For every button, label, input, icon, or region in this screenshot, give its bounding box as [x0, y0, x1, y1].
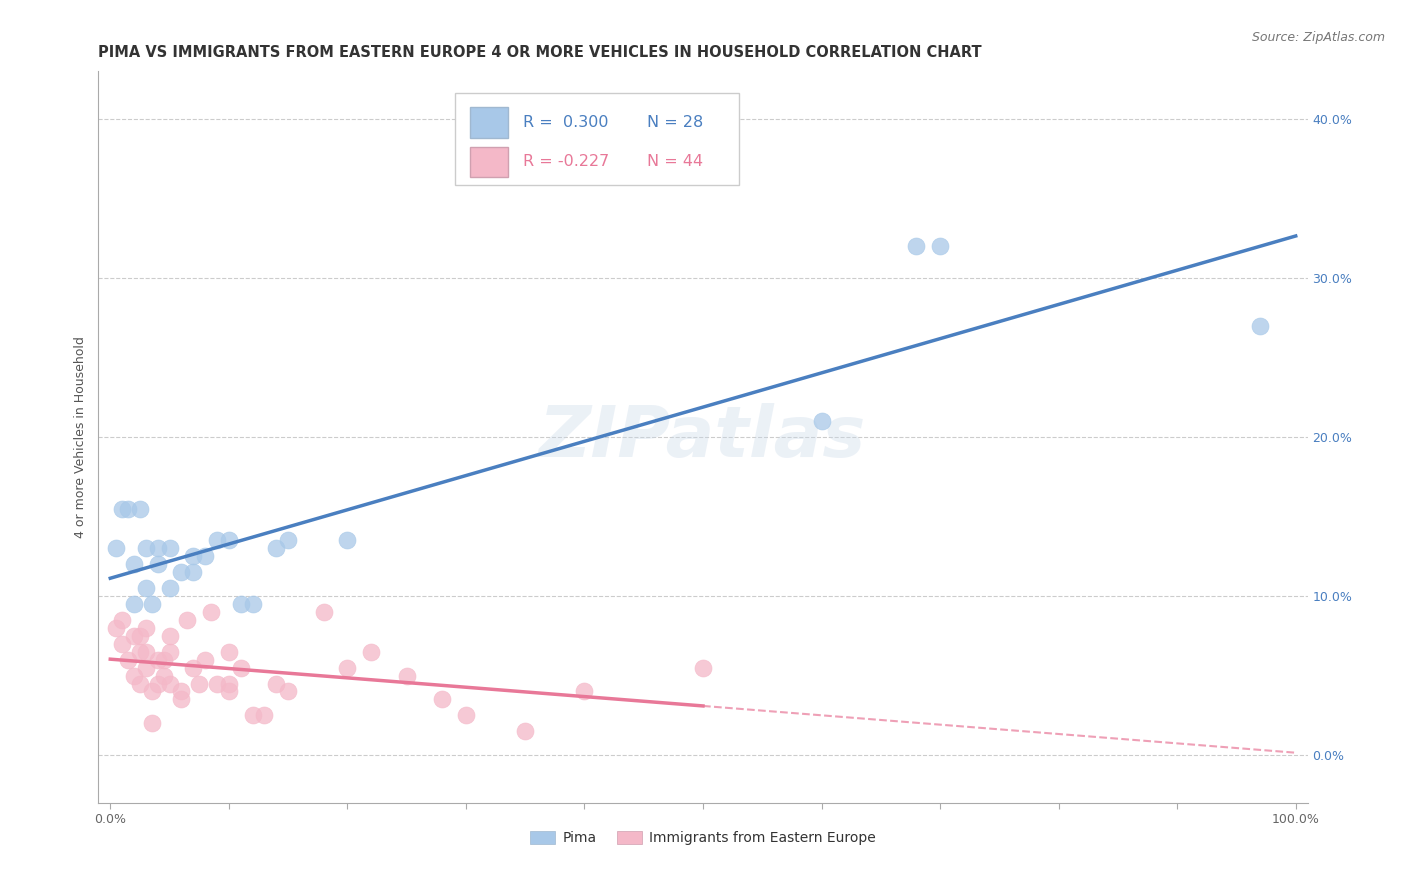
Point: [117, 653, 139, 667]
Point: [122, 558, 145, 572]
Point: [111, 637, 134, 651]
FancyBboxPatch shape: [456, 94, 740, 185]
Point: [135, 645, 157, 659]
Point: [135, 581, 157, 595]
Point: [277, 684, 299, 698]
Point: [111, 613, 134, 627]
Point: [181, 549, 204, 564]
Point: [159, 629, 181, 643]
Point: [205, 676, 228, 690]
Point: [242, 708, 264, 723]
Point: [135, 621, 157, 635]
Point: [111, 501, 134, 516]
Point: [129, 501, 152, 516]
Point: [122, 668, 145, 682]
Point: [129, 676, 152, 690]
Point: [277, 533, 299, 548]
Point: [105, 541, 128, 556]
Point: [170, 692, 193, 706]
Point: [810, 414, 832, 428]
Point: [129, 645, 152, 659]
Point: [105, 621, 128, 635]
Point: [181, 566, 204, 580]
Point: [229, 597, 252, 611]
Point: [336, 660, 359, 674]
Text: N = 44: N = 44: [647, 154, 703, 169]
Point: [264, 541, 287, 556]
Text: R = -0.227: R = -0.227: [523, 154, 609, 169]
Point: [194, 653, 217, 667]
Point: [312, 605, 335, 619]
Point: [218, 533, 240, 548]
Text: N = 28: N = 28: [647, 115, 703, 130]
Point: [152, 653, 174, 667]
Point: [905, 239, 928, 253]
Point: [432, 692, 454, 706]
Point: [194, 549, 217, 564]
Point: [929, 239, 952, 253]
Point: [152, 668, 174, 682]
Point: [146, 676, 169, 690]
Point: [188, 676, 211, 690]
Point: [170, 566, 193, 580]
Point: [141, 597, 163, 611]
Point: [129, 629, 152, 643]
Point: [159, 541, 181, 556]
Point: [242, 597, 264, 611]
Point: [692, 660, 714, 674]
FancyBboxPatch shape: [470, 146, 509, 178]
Point: [574, 684, 596, 698]
Y-axis label: 4 or more Vehicles in Household: 4 or more Vehicles in Household: [75, 336, 87, 538]
Point: [229, 660, 252, 674]
Point: [218, 645, 240, 659]
Text: PIMA VS IMMIGRANTS FROM EASTERN EUROPE 4 OR MORE VEHICLES IN HOUSEHOLD CORRELATI: PIMA VS IMMIGRANTS FROM EASTERN EUROPE 4…: [98, 45, 981, 61]
Point: [135, 541, 157, 556]
Point: [146, 541, 169, 556]
Point: [122, 629, 145, 643]
Legend: Pima, Immigrants from Eastern Europe: Pima, Immigrants from Eastern Europe: [524, 826, 882, 851]
FancyBboxPatch shape: [470, 107, 509, 138]
Point: [264, 676, 287, 690]
Text: ZIPatlas: ZIPatlas: [540, 402, 866, 472]
Text: R =  0.300: R = 0.300: [523, 115, 609, 130]
Point: [159, 676, 181, 690]
Text: Source: ZipAtlas.com: Source: ZipAtlas.com: [1251, 31, 1385, 45]
Point: [141, 684, 163, 698]
Point: [176, 613, 198, 627]
Point: [117, 501, 139, 516]
Point: [141, 716, 163, 731]
Point: [181, 660, 204, 674]
Point: [395, 668, 418, 682]
Point: [159, 645, 181, 659]
Point: [135, 660, 157, 674]
Point: [170, 684, 193, 698]
Point: [515, 724, 537, 739]
Point: [360, 645, 382, 659]
Point: [122, 597, 145, 611]
Point: [205, 533, 228, 548]
Point: [454, 708, 477, 723]
Point: [218, 684, 240, 698]
Point: [1249, 318, 1271, 333]
Point: [253, 708, 276, 723]
Point: [336, 533, 359, 548]
Point: [159, 581, 181, 595]
Point: [218, 676, 240, 690]
Point: [200, 605, 222, 619]
Point: [146, 558, 169, 572]
Point: [146, 653, 169, 667]
